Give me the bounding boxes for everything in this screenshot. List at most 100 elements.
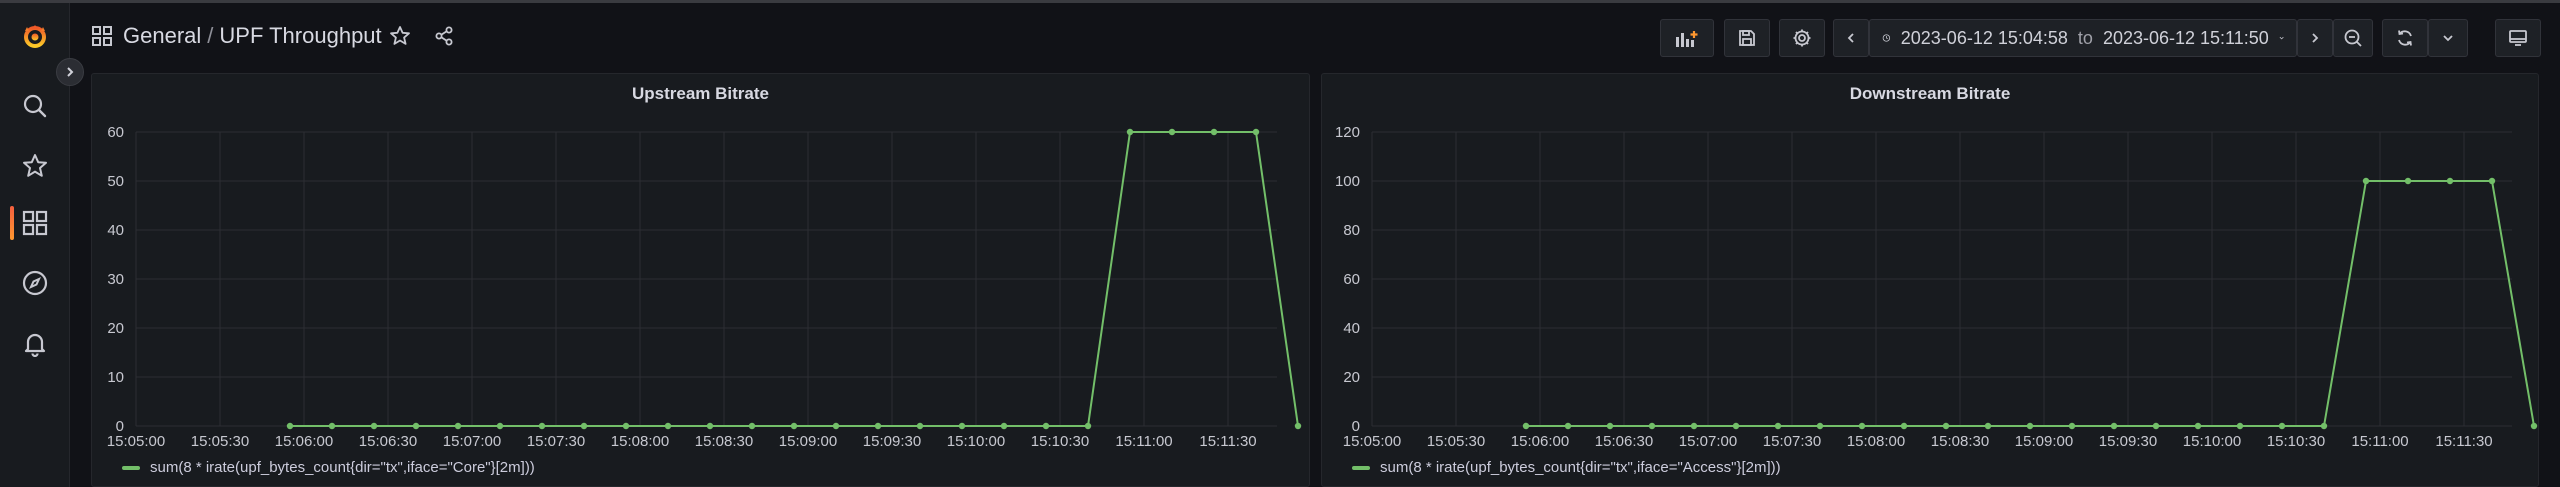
data-point[interactable]: [1606, 422, 1614, 430]
time-shift-forward-button[interactable]: [2297, 19, 2333, 57]
save-icon: [1739, 30, 1755, 46]
data-point[interactable]: [706, 422, 714, 430]
panel-upstream-bitrate[interactable]: Upstream Bitrate 0 10 20 30 40 50 60 15:05:00 15…: [91, 73, 1310, 487]
data-point[interactable]: [916, 422, 924, 430]
series-line[interactable]: [1526, 180, 2535, 427]
clock-icon: [1882, 34, 1891, 42]
downstream-bitrate-chart[interactable]: 0 20 40 60 80 100 120 15:05:00 15:05:30 15:06:00 1…: [1322, 74, 2540, 487]
panel-title[interactable]: Downstream Bitrate: [1849, 84, 2011, 103]
data-point[interactable]: [538, 422, 546, 430]
zoom-out-button[interactable]: [2333, 19, 2373, 57]
data-point[interactable]: [1084, 422, 1092, 430]
time-range-picker[interactable]: 2023-06-12 15:04:58 to 2023-06-12 15:11:…: [1869, 19, 2297, 57]
data-point[interactable]: [2068, 422, 2076, 430]
data-point[interactable]: [664, 422, 672, 430]
data-point[interactable]: [1126, 128, 1134, 136]
data-point[interactable]: [622, 422, 630, 430]
grafana-logo-icon[interactable]: [17, 18, 53, 54]
add-panel-button[interactable]: [1660, 19, 1714, 57]
data-point[interactable]: [1984, 422, 1992, 430]
data-point[interactable]: [328, 422, 336, 430]
x-tick-label: 15:07:00: [443, 433, 501, 450]
data-point[interactable]: [454, 422, 462, 430]
data-point[interactable]: [1648, 422, 1656, 430]
x-tick-label: 15:06:00: [1511, 433, 1569, 450]
data-point[interactable]: [1900, 422, 1908, 430]
panel-title[interactable]: Upstream Bitrate: [632, 84, 769, 103]
breadcrumb-folder[interactable]: General: [123, 23, 202, 48]
data-point[interactable]: [1732, 422, 1740, 430]
search-icon[interactable]: [17, 88, 53, 124]
x-tick-label: 15:05:30: [191, 433, 249, 450]
data-point[interactable]: [2278, 422, 2286, 430]
data-point[interactable]: [1690, 422, 1698, 430]
data-point[interactable]: [2446, 177, 2454, 185]
data-point[interactable]: [1000, 422, 1008, 430]
y-tick-label: 60: [107, 124, 124, 141]
x-tick-label: 15:05:00: [1343, 433, 1401, 450]
y-tick-label: 50: [107, 173, 124, 190]
y-tick-label: 40: [1343, 320, 1360, 337]
breadcrumb-separator: /: [207, 23, 214, 48]
data-point[interactable]: [1858, 422, 1866, 430]
data-point[interactable]: [412, 422, 420, 430]
time-range-from: 2023-06-12 15:04:58: [1900, 27, 2068, 48]
data-point[interactable]: [748, 422, 756, 430]
bell-icon[interactable]: [17, 325, 53, 361]
data-point[interactable]: [1564, 422, 1572, 430]
legend-item[interactable]: sum(8 * irate(upf_bytes_count{dir="tx",i…: [1352, 459, 1781, 476]
x-tick-label: 15:07:30: [1763, 433, 1821, 450]
y-tick-label: 10: [107, 369, 124, 386]
data-point[interactable]: [2362, 177, 2370, 185]
save-dashboard-button[interactable]: [1724, 19, 1770, 57]
star-icon[interactable]: [389, 25, 411, 47]
data-point[interactable]: [2026, 422, 2034, 430]
data-point[interactable]: [1168, 128, 1176, 136]
data-point[interactable]: [2110, 422, 2118, 430]
kiosk-mode-button[interactable]: [2495, 19, 2541, 57]
data-point[interactable]: [2320, 422, 2328, 430]
dashboard-settings-button[interactable]: [1779, 19, 1825, 57]
x-tick-label: 15:11:00: [2351, 433, 2408, 450]
data-point[interactable]: [2194, 422, 2202, 430]
data-point[interactable]: [286, 422, 294, 430]
data-point[interactable]: [790, 422, 798, 430]
legend-item[interactable]: sum(8 * irate(upf_bytes_count{dir="tx",i…: [122, 459, 535, 476]
share-icon[interactable]: [433, 25, 455, 47]
star-icon[interactable]: [17, 148, 53, 184]
x-tick-label: 15:11:30: [1199, 433, 1256, 450]
data-point[interactable]: [2404, 177, 2412, 185]
data-point[interactable]: [2530, 422, 2538, 430]
data-point[interactable]: [958, 422, 966, 430]
panel-downstream-bitrate[interactable]: Downstream Bitrate 0 20 40 60 80 100 120 15:05:…: [1321, 73, 2539, 487]
data-point[interactable]: [1774, 422, 1782, 430]
refresh-button[interactable]: [2382, 19, 2428, 57]
legend-label: sum(8 * irate(upf_bytes_count{dir="tx",i…: [1380, 459, 1781, 476]
dashboard-title[interactable]: UPF Throughput: [219, 23, 382, 48]
time-shift-back-button[interactable]: [1833, 19, 1869, 57]
expand-menu-button[interactable]: [56, 58, 84, 86]
dashboards-icon[interactable]: [17, 205, 53, 241]
data-point[interactable]: [874, 422, 882, 430]
x-tick-label: 15:10:30: [1031, 433, 1089, 450]
data-point[interactable]: [1042, 422, 1050, 430]
upstream-bitrate-chart[interactable]: 0 10 20 30 40 50 60 15:05:00 15:05:30 15:06:00 15:…: [92, 74, 1311, 487]
data-point[interactable]: [580, 422, 588, 430]
data-point[interactable]: [2152, 422, 2160, 430]
data-point[interactable]: [370, 422, 378, 430]
data-point[interactable]: [2488, 177, 2496, 185]
data-point[interactable]: [1252, 128, 1260, 136]
data-point[interactable]: [832, 422, 840, 430]
data-point[interactable]: [2236, 422, 2244, 430]
refresh-interval-button[interactable]: [2428, 19, 2468, 57]
x-tick-label: 15:06:30: [359, 433, 417, 450]
data-point[interactable]: [1816, 422, 1824, 430]
data-point[interactable]: [1210, 128, 1218, 136]
data-point[interactable]: [1294, 422, 1302, 430]
y-tick-label: 40: [107, 222, 124, 239]
data-point[interactable]: [496, 422, 504, 430]
x-tick-label: 15:10:30: [2267, 433, 2325, 450]
data-point[interactable]: [1942, 422, 1950, 430]
data-point[interactable]: [1522, 422, 1530, 430]
explore-icon[interactable]: [17, 265, 53, 301]
